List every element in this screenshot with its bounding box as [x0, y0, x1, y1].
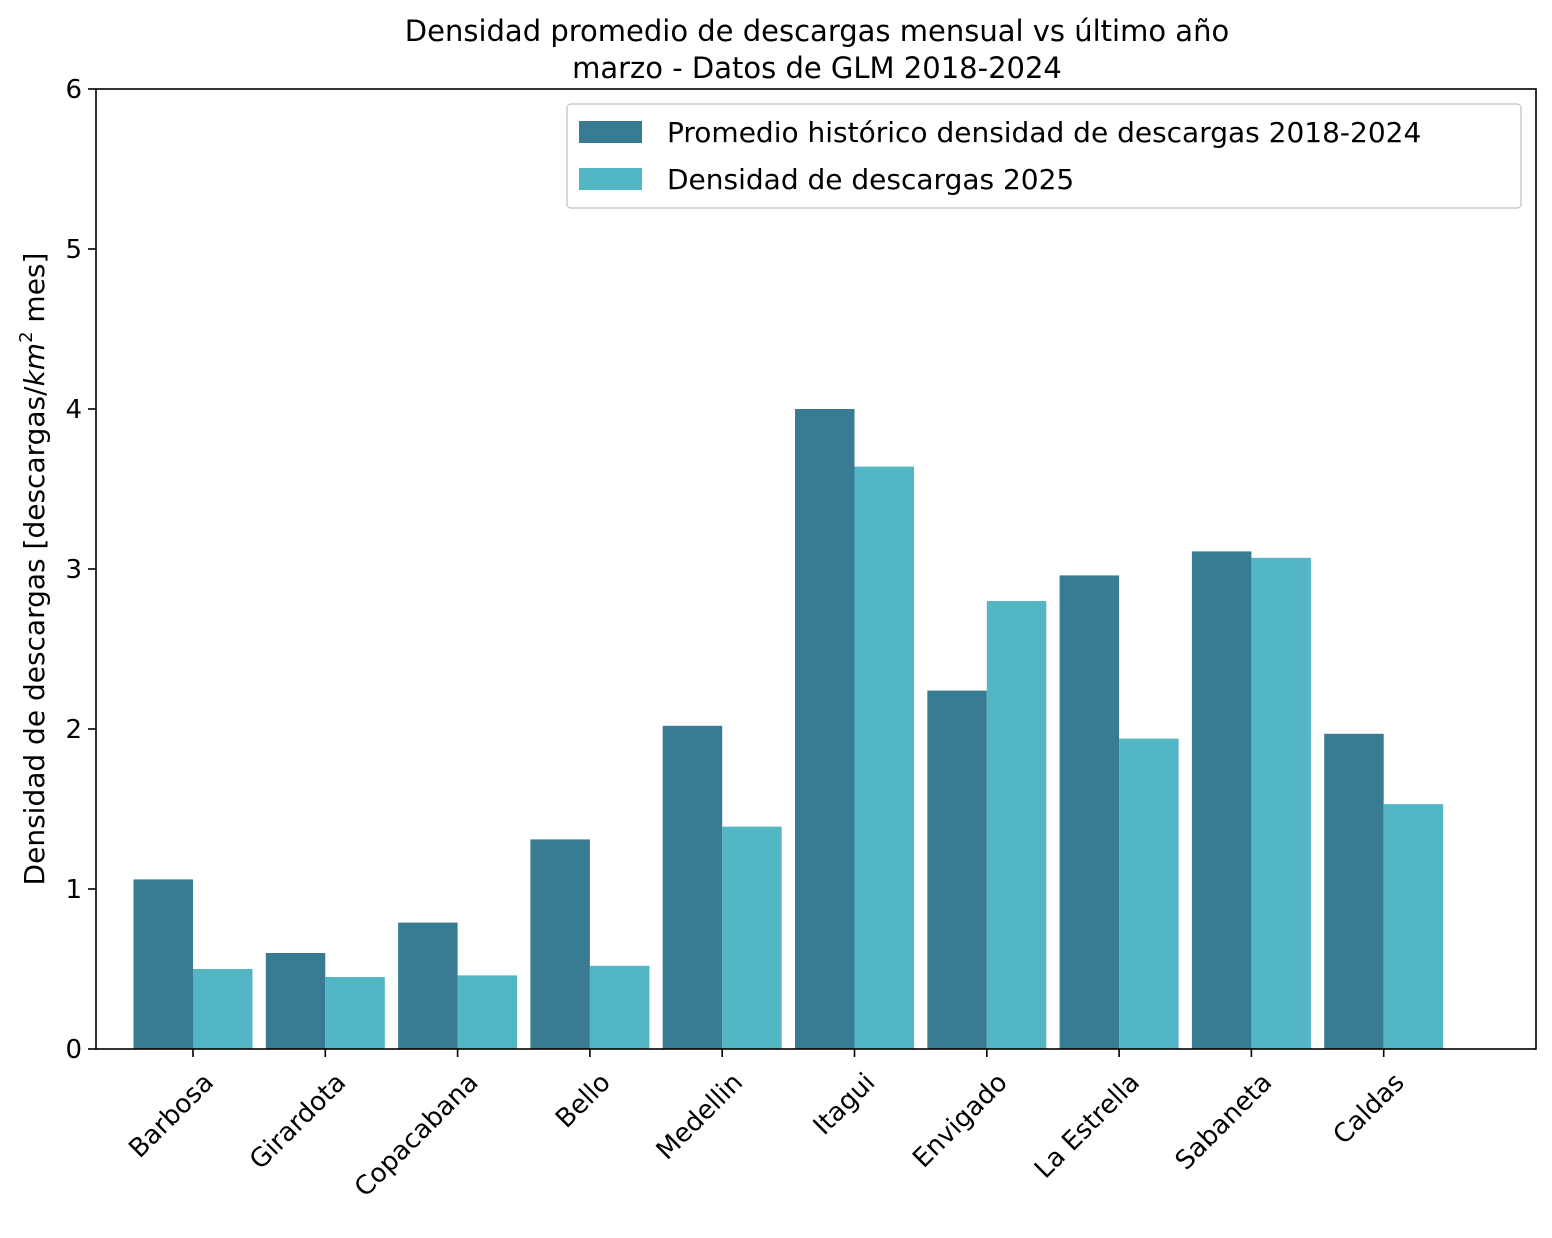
legend-swatch-2025	[579, 168, 642, 190]
bar-historical-envigado	[927, 690, 987, 1049]
y-tick-label: 1	[65, 875, 82, 905]
y-axis-label-unit: km	[18, 343, 51, 387]
y-axis-ticks: 0 1 2 3 4 5 6	[65, 75, 96, 1065]
y-tick-label: 4	[65, 395, 82, 425]
bar-2025-girardota	[325, 977, 385, 1049]
bar-historical-barbosa	[133, 879, 193, 1049]
bar-2025-barbosa	[193, 969, 253, 1049]
y-axis-label-suffix: mes]	[18, 253, 51, 332]
x-tick-label: Copacabana	[349, 1068, 484, 1203]
bar-2025-sabaneta	[1251, 557, 1311, 1049]
x-tick-label: Medellin	[651, 1068, 749, 1166]
x-tick-label: Girardota	[244, 1068, 352, 1176]
plot-frame	[95, 88, 1537, 1050]
bar-2025-medellin	[722, 826, 782, 1049]
legend-box	[566, 103, 1522, 209]
bar-2025-copacabana	[457, 975, 518, 1049]
y-tick-label: 5	[65, 235, 82, 265]
x-tick-label: Sabaneta	[1170, 1068, 1279, 1177]
legend-label-historical: Promedio histórico densidad de descargas…	[667, 116, 1421, 149]
x-tick-label: Caldas	[1328, 1068, 1411, 1151]
x-tick-label: Itagui	[808, 1068, 882, 1142]
bar-2025-caldas	[1383, 804, 1444, 1049]
x-tick-label: La Estrella	[1029, 1068, 1146, 1185]
legend: Promedio histórico densidad de descargas…	[566, 103, 1522, 209]
bar-historical-bello	[530, 839, 590, 1049]
bar-historical-caldas	[1324, 733, 1384, 1049]
bar-2025-bello	[589, 965, 650, 1049]
y-tick-label: 2	[65, 715, 82, 745]
y-axis-label-exponent: 2	[16, 331, 37, 342]
bar-historical-sabaneta	[1191, 551, 1252, 1049]
y-axis-label-prefix: Densidad de descargas [descargas/	[18, 386, 51, 886]
bar-historical-girardota	[265, 953, 326, 1049]
y-tick-label: 0	[65, 1035, 82, 1065]
chart-subtitle: marzo - Datos de GLM 2018-2024	[572, 51, 1062, 85]
y-tick-label: 6	[65, 75, 82, 105]
bar-2025-la-estrella	[1119, 738, 1179, 1049]
bar-2025-itagui	[854, 466, 914, 1050]
bar-historical-medellin	[662, 725, 723, 1049]
x-tick-label: Barbosa	[123, 1068, 219, 1164]
x-tick-label: Envigado	[907, 1068, 1013, 1174]
x-tick-label: Bello	[550, 1068, 617, 1135]
y-axis-label: Densidad de descargas [descargas/km2 mes…	[16, 253, 51, 886]
legend-label-2025: Densidad de descargas 2025	[667, 163, 1074, 196]
chart-title: Densidad promedio de descargas mensual v…	[405, 14, 1229, 48]
bar-2025-envigado	[986, 601, 1047, 1049]
legend-swatch-historical	[579, 121, 642, 143]
bar-historical-la-estrella	[1059, 575, 1120, 1049]
bar-historical-copacabana	[398, 922, 458, 1049]
y-tick-label: 3	[65, 555, 82, 585]
bar-historical-itagui	[795, 409, 855, 1049]
bars-group	[133, 409, 1444, 1050]
